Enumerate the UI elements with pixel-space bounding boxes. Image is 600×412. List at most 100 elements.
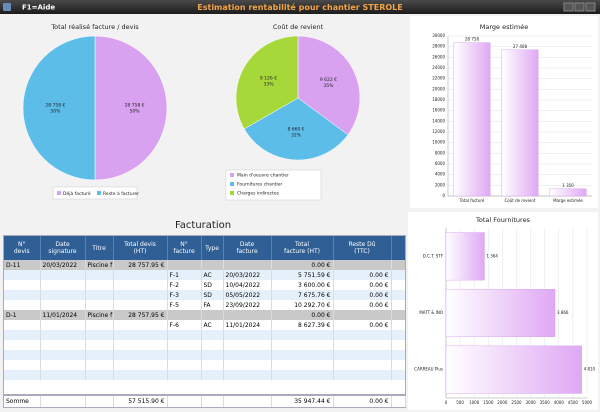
bar bbox=[445, 232, 485, 281]
table-cell bbox=[333, 350, 392, 360]
column-header: Reste Dû (TTC) bbox=[333, 236, 392, 260]
table-cell: 0.00 € bbox=[333, 300, 392, 310]
table-cell bbox=[85, 350, 114, 360]
table-cell: 11/01/2024 bbox=[40, 310, 86, 320]
x-tick-label: 2500 bbox=[511, 400, 522, 405]
maximize-button[interactable] bbox=[574, 2, 585, 12]
table-cell bbox=[40, 340, 86, 350]
table-cell bbox=[113, 350, 168, 360]
table-cell: 10/04/2022 bbox=[223, 280, 272, 290]
x-tick-label: 2000 bbox=[497, 400, 508, 405]
slice-percent: 33% bbox=[263, 81, 274, 87]
legend-swatch bbox=[230, 191, 234, 195]
table-cell bbox=[113, 270, 168, 280]
slice-label: 28 758 € bbox=[45, 103, 65, 109]
table-cell bbox=[4, 270, 41, 280]
footer-cell: 57 515.90 € bbox=[113, 396, 168, 407]
table-cell bbox=[4, 330, 41, 340]
y-tick-label: 30000 bbox=[432, 33, 445, 38]
table-cell bbox=[113, 370, 168, 380]
table-cell bbox=[4, 280, 41, 290]
footer-cell bbox=[40, 396, 86, 407]
column-header: Date facture bbox=[223, 236, 272, 260]
slice-label: 28 758 € bbox=[125, 103, 145, 109]
table-row bbox=[4, 370, 405, 380]
table-row bbox=[4, 350, 405, 360]
table-cell bbox=[223, 340, 272, 350]
footer-cell: 35 947.44 € bbox=[271, 396, 334, 407]
table-cell bbox=[391, 290, 405, 300]
x-tick-label: 0 bbox=[445, 400, 448, 405]
footer-cell bbox=[201, 396, 224, 407]
pie-slice bbox=[235, 35, 299, 130]
slice-percent: 50% bbox=[130, 109, 141, 115]
table-cell bbox=[223, 310, 272, 320]
table-footer: Somme 57 515.90 € 35 947.44 €0.00 € bbox=[3, 395, 406, 408]
table-cell bbox=[167, 260, 202, 270]
table-cell bbox=[113, 340, 168, 350]
close-button[interactable] bbox=[585, 2, 596, 12]
table-cell bbox=[333, 330, 392, 340]
x-tick-label: 5000 bbox=[582, 400, 593, 405]
table-cell: 20/03/2022 bbox=[223, 270, 272, 280]
legend-label: Déjà facturé bbox=[63, 190, 91, 197]
table-cell bbox=[40, 270, 86, 280]
slice-percent: 32% bbox=[291, 133, 302, 139]
table-cell bbox=[201, 350, 224, 360]
table-cell: 20/03/2022 bbox=[40, 260, 86, 270]
bar bbox=[501, 49, 539, 197]
slice-label: 8 660 € bbox=[287, 127, 304, 133]
table-cell bbox=[4, 350, 41, 360]
legend-swatch bbox=[230, 182, 234, 186]
table-cell bbox=[223, 360, 272, 370]
table-row: F-1 AC 20/03/2022 5 751.59 €0.00 € bbox=[4, 270, 405, 280]
pie-slice bbox=[243, 97, 349, 161]
y-tick-label: 24000 bbox=[432, 65, 445, 70]
y-tick-label: MATT & INO bbox=[419, 310, 443, 315]
legend-label: Fournitures chantier bbox=[237, 182, 283, 188]
table-cell bbox=[391, 370, 405, 380]
table-title: Facturation bbox=[175, 220, 231, 231]
y-tick-label: 4000 bbox=[435, 172, 446, 177]
value-label: 1 350 bbox=[562, 183, 574, 188]
table-cell bbox=[271, 350, 334, 360]
table-cell bbox=[4, 290, 41, 300]
x-tick-label: 4000 bbox=[554, 400, 565, 405]
slice-label: 9 126 € bbox=[260, 75, 277, 81]
table-cell: Piscine f bbox=[85, 310, 114, 320]
table-cell bbox=[4, 300, 41, 310]
bar bbox=[549, 188, 587, 197]
table-cell bbox=[391, 360, 405, 370]
y-tick-label: 14000 bbox=[432, 118, 445, 123]
table-cell bbox=[223, 330, 272, 340]
table-row: F-5 FA 23/09/2022 10 292.70 €0.00 € bbox=[4, 300, 405, 310]
legend-label: Charges indirectes bbox=[237, 191, 280, 197]
table-cell bbox=[201, 310, 224, 320]
table-row bbox=[4, 360, 405, 370]
minimize-button[interactable] bbox=[563, 2, 574, 12]
table-cell bbox=[4, 360, 41, 370]
table-cell: 5 751.59 € bbox=[271, 270, 334, 280]
x-tick-label: 4500 bbox=[568, 400, 579, 405]
y-tick-label: D.C.T. STF bbox=[423, 253, 444, 258]
table: N° devis Date signature Titre Total devis (… bbox=[4, 236, 405, 380]
table-cell bbox=[333, 370, 392, 380]
footer-cell bbox=[167, 396, 202, 407]
table-cell bbox=[167, 310, 202, 320]
table-cell bbox=[85, 360, 114, 370]
table-cell: F-2 bbox=[167, 280, 202, 290]
table-cell bbox=[85, 290, 114, 300]
table-cell bbox=[167, 330, 202, 340]
slice-percent: 50% bbox=[50, 109, 61, 115]
table-cell bbox=[85, 270, 114, 280]
table-cell bbox=[40, 290, 86, 300]
pie-slice bbox=[297, 35, 361, 136]
table-cell bbox=[333, 360, 392, 370]
value-label: 3 866 bbox=[557, 310, 569, 315]
legend-swatch bbox=[230, 173, 234, 177]
table-row: D-1 11/01/2024 Piscine f 28 757.95 € 0.00 € bbox=[4, 310, 405, 320]
bar bbox=[453, 42, 491, 197]
table-cell bbox=[85, 370, 114, 380]
